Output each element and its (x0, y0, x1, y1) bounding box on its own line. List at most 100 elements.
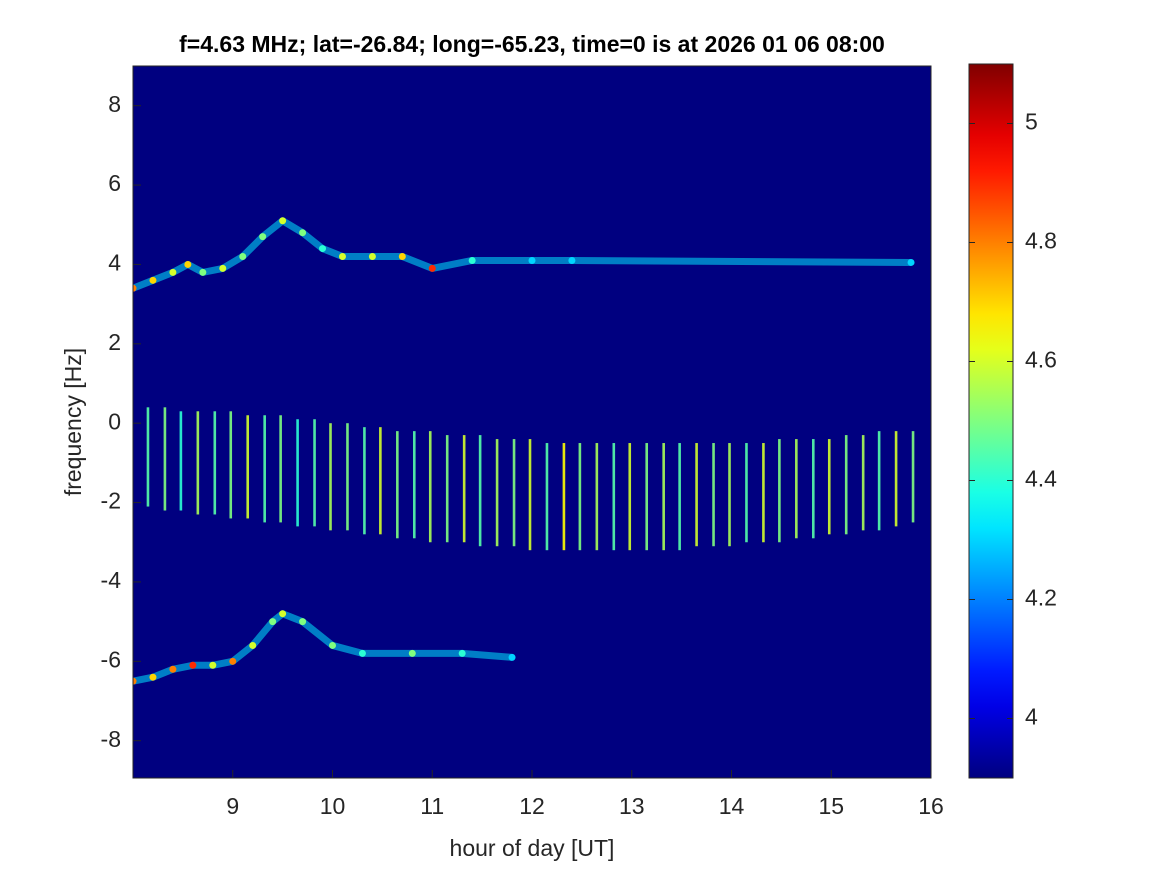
y-tick-label: 2 (108, 329, 121, 355)
streak (778, 439, 781, 543)
streak (412, 431, 416, 539)
streak (296, 419, 299, 527)
trace-point (279, 610, 287, 618)
streak (346, 423, 349, 531)
trace-point (184, 260, 192, 268)
x-tick-label: 10 (320, 793, 346, 819)
trace-point (329, 641, 336, 649)
trace-point (468, 256, 476, 264)
trace-point (368, 253, 376, 261)
trace-point (219, 264, 227, 272)
trace-point (239, 253, 247, 261)
trace-point (169, 665, 177, 673)
y-tick-label: -4 (101, 567, 122, 593)
streak (877, 431, 881, 531)
streak (612, 443, 616, 551)
colorbar (968, 63, 1014, 779)
streak (811, 439, 815, 539)
trace-point (319, 245, 327, 253)
trace-point (279, 217, 287, 225)
chart-title: f=4.63 MHz; lat=-26.84; long=-65.23, tim… (179, 31, 885, 57)
trace-point (528, 256, 536, 264)
streak (196, 411, 200, 515)
streak (827, 439, 831, 535)
y-axis-label: frequency [Hz] (60, 348, 86, 496)
x-tick-label: 15 (818, 793, 844, 819)
colorbar-tick-label: 5 (1025, 109, 1038, 135)
streak (396, 431, 399, 539)
streak (545, 443, 549, 551)
trace-point (133, 677, 137, 685)
x-tick-label: 11 (420, 793, 444, 819)
streak (146, 407, 150, 507)
colorbar-tick-label: 4 (1025, 704, 1038, 730)
trace-point (169, 268, 177, 276)
streak (445, 435, 449, 543)
streak (495, 439, 499, 547)
y-tick-label: 8 (108, 91, 121, 117)
trace-point (907, 258, 915, 266)
trace-point (149, 276, 157, 284)
streak (462, 435, 466, 543)
streak (512, 439, 516, 547)
y-tick-label: -2 (101, 488, 121, 514)
streak (263, 415, 266, 523)
trace-point (338, 253, 346, 261)
streak (662, 443, 665, 551)
x-tick-label: 13 (619, 793, 645, 819)
x-tick-label: 16 (918, 793, 944, 819)
trace-point (259, 233, 267, 241)
trace-point (133, 284, 137, 292)
trace-point (299, 229, 307, 237)
streak (795, 439, 798, 539)
colorbar-tick-label: 4.2 (1025, 585, 1057, 611)
x-tick-label: 14 (719, 793, 745, 819)
trace-point (299, 618, 307, 626)
streak (363, 427, 366, 535)
streak (911, 431, 915, 523)
streak (562, 443, 566, 551)
streak (528, 439, 532, 551)
streak (712, 443, 715, 547)
trace-point (199, 268, 207, 276)
streak (313, 419, 316, 527)
y-tick-label: 6 (108, 170, 121, 196)
streak (578, 443, 582, 551)
streak (379, 427, 382, 535)
streak (179, 411, 183, 511)
trace-point (149, 673, 157, 681)
trace-point (269, 618, 277, 626)
data-layer (133, 217, 915, 685)
trace-point (408, 649, 416, 657)
trace-point (229, 657, 237, 665)
streak (728, 443, 731, 547)
plot-area (133, 66, 931, 778)
streak (163, 407, 167, 511)
streak (645, 443, 649, 551)
x-axis-label: hour of day [UT] (450, 835, 615, 861)
y-tick-label: 0 (108, 408, 121, 434)
colorbar-tick-label: 4.4 (1025, 466, 1057, 492)
streak (246, 415, 250, 519)
y-tick-label: 4 (108, 250, 121, 276)
streak (428, 431, 432, 543)
streak (595, 443, 599, 551)
trace-point (458, 649, 466, 657)
streak (762, 443, 765, 543)
y-tick-label: -8 (101, 726, 121, 752)
trace-point (398, 253, 406, 261)
streak (279, 415, 282, 523)
streak (213, 411, 217, 515)
streak (745, 443, 748, 543)
trace-point (428, 264, 436, 272)
streak (628, 443, 632, 551)
trace-point (568, 256, 576, 264)
streak (894, 431, 898, 527)
colorbar-tick-label: 4.6 (1025, 347, 1057, 373)
streak (229, 411, 233, 519)
streak (844, 435, 848, 535)
streak (329, 423, 332, 531)
trace-point (508, 653, 516, 661)
trace-point (209, 661, 217, 669)
